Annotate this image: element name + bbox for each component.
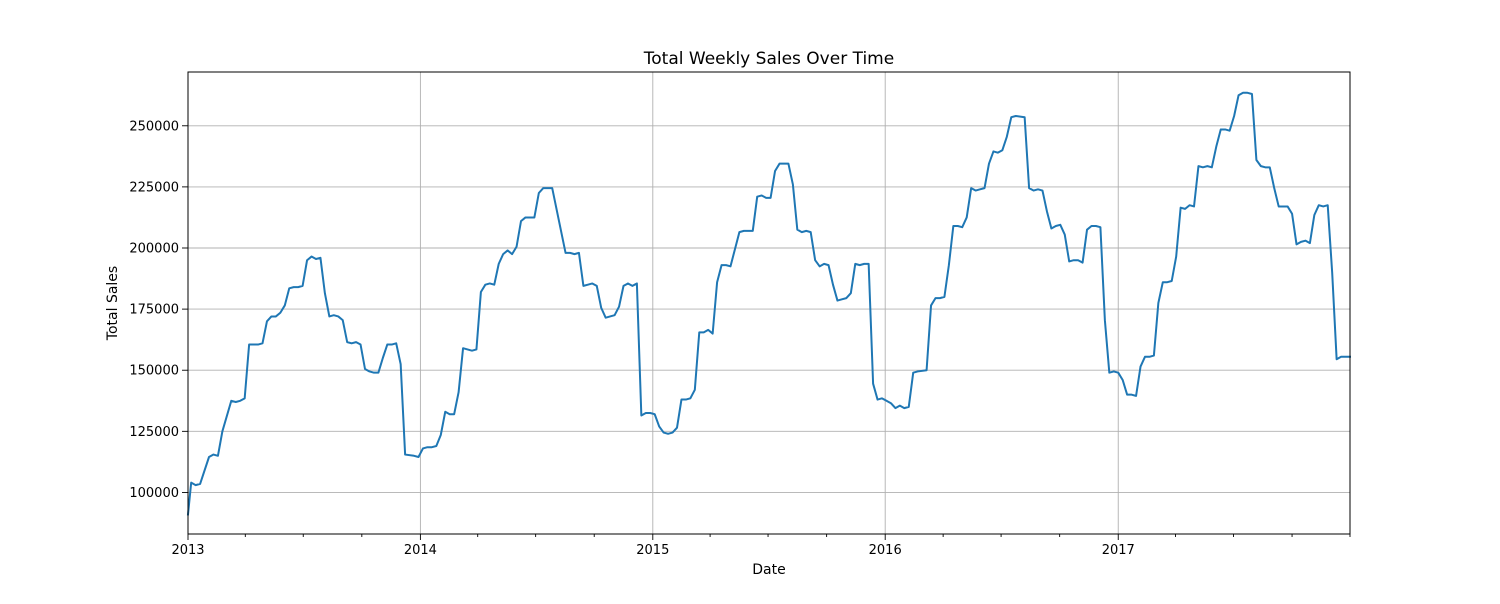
y-tick-label: 175000: [129, 303, 179, 318]
x-tick-label: 2016: [869, 543, 902, 558]
x-tick-label: 2015: [636, 543, 669, 558]
x-axis: 2013 2014 2015 2016 2017: [171, 534, 1351, 558]
x-tick-label: 2014: [404, 543, 437, 558]
y-tick-label: 200000: [129, 242, 179, 257]
y-tick-label: 250000: [129, 119, 179, 134]
y-tick-label: 225000: [129, 180, 179, 195]
gridlines: [187, 72, 1350, 534]
y-tick-label: 100000: [129, 486, 179, 501]
y-axis-label: Total Sales: [105, 266, 121, 341]
series-layer: [186, 91, 1351, 516]
x-axis-label: Date: [752, 562, 785, 578]
x-tick-label: 2017: [1102, 543, 1135, 558]
plot-frame: [187, 71, 1351, 535]
y-tick-label: 125000: [129, 425, 179, 440]
y-tick-label: 150000: [129, 364, 179, 379]
x-tick-label: 2013: [171, 543, 204, 558]
series-line: [186, 91, 1351, 516]
chart-title: Total Weekly Sales Over Time: [643, 49, 894, 69]
y-axis: 100000 125000 150000 175000 200000 225000 2500…: [129, 119, 188, 501]
